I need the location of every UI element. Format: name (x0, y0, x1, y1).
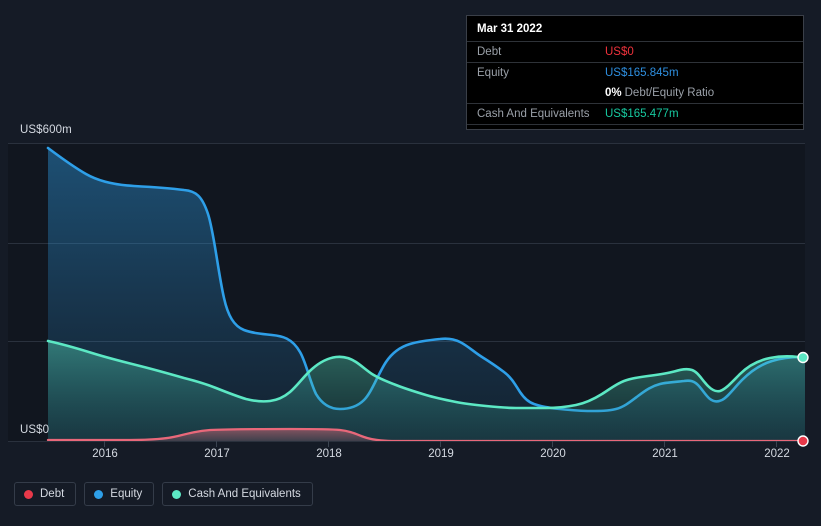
x-axis-label-2018: 2018 (316, 448, 342, 460)
x-axis-label-2019: 2019 (428, 448, 454, 460)
tooltip-label-ratio: Debt/Equity Ratio (624, 87, 715, 99)
x-tick-marks (104, 441, 777, 447)
x-axis-label-2017: 2017 (204, 448, 230, 460)
cash-endpoint-marker (797, 351, 809, 364)
tooltip-label-equity: Equity (477, 67, 509, 79)
tooltip-footer-rule (467, 124, 803, 129)
cash-line (46, 339, 805, 410)
legend-label-cash: Cash And Equivalents (188, 488, 301, 500)
legend-item-equity[interactable]: Equity (84, 482, 155, 506)
tooltip-label-debt: Debt (477, 46, 502, 58)
legend-dot-cash-icon (172, 489, 182, 499)
legend-label-debt: Debt (40, 488, 65, 500)
legend-item-cash[interactable]: Cash And Equivalents (162, 482, 313, 506)
legend-dot-debt-icon (24, 489, 33, 499)
tooltip-row-cash: Cash And Equivalents US$165.477m (467, 103, 803, 124)
legend-label-equity: Equity (110, 488, 143, 500)
tooltip-value-ratio: 0% (605, 87, 622, 99)
x-axis: 2016 2017 2018 2019 2020 2021 2022 (0, 448, 821, 466)
equity-area (48, 148, 805, 441)
tooltip-value-debt: US$0 (605, 46, 634, 58)
debt-line (46, 427, 805, 441)
tooltip-label-cash: Cash And Equivalents (477, 108, 590, 120)
tooltip-row-ratio: 0% Debt/Equity Ratio (467, 83, 803, 103)
cash-area (48, 341, 805, 441)
x-axis-label-2020: 2020 (540, 448, 566, 460)
legend-dot-equity-icon (94, 489, 104, 499)
tooltip-row-equity: Equity US$165.845m (467, 62, 803, 83)
debt-endpoint-marker (797, 435, 809, 447)
tooltip-value-equity: US$165.845m (605, 67, 679, 79)
debt-area (48, 429, 805, 441)
x-axis-label-2022: 2022 (764, 448, 790, 460)
y-axis-max-label: US$600m (20, 124, 72, 136)
tooltip-value-cash: US$165.477m (605, 108, 679, 120)
chart-legend: Debt Equity Cash And Equivalents (14, 482, 313, 506)
y-axis-zero-label: US$0 (20, 424, 50, 436)
x-axis-label-2016: 2016 (92, 448, 118, 460)
chart-tooltip: Mar 31 2022 Debt US$0 Equity US$165.845m… (466, 15, 804, 130)
tooltip-row-debt: Debt US$0 (467, 41, 803, 62)
tooltip-date: Mar 31 2022 (477, 23, 543, 35)
x-axis-label-2021: 2021 (652, 448, 678, 460)
legend-item-debt[interactable]: Debt (14, 482, 77, 506)
